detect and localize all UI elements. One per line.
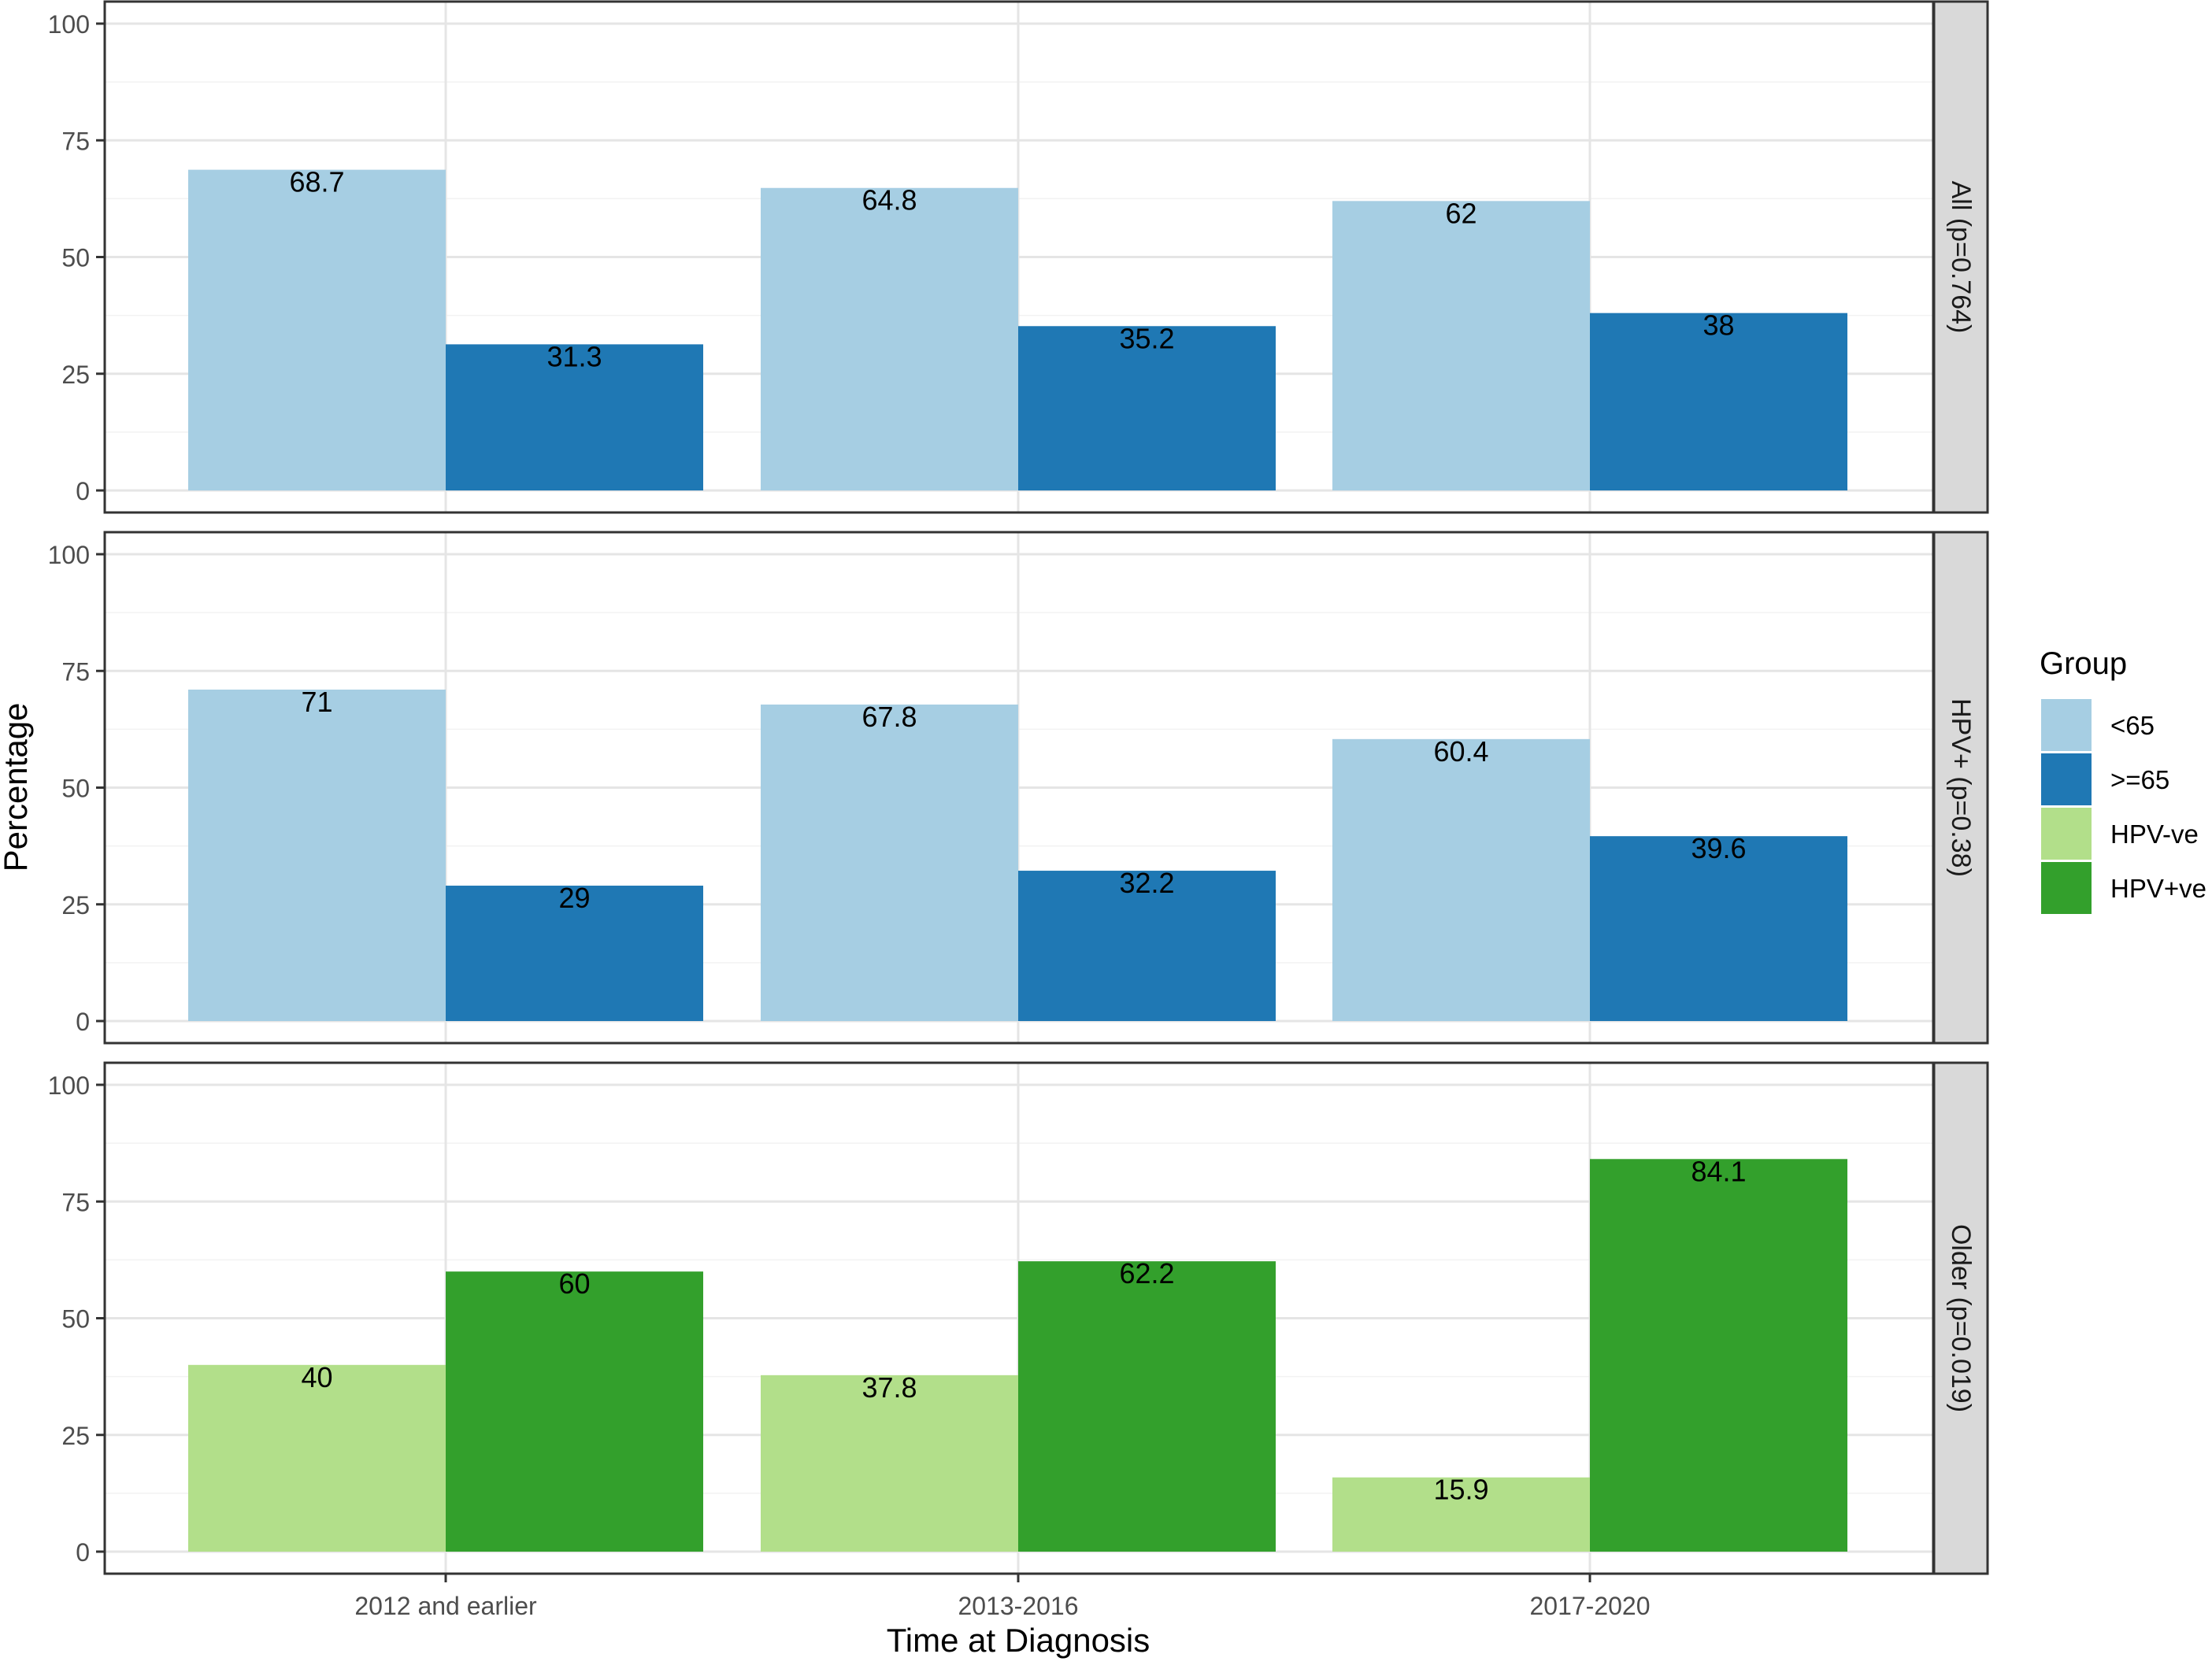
legend-swatch (2041, 862, 2092, 914)
bar--65 (1332, 738, 1590, 1021)
x-tick-label: 2017-2020 (1529, 1592, 1650, 1620)
y-axis-title: Percentage (0, 703, 34, 872)
y-tick-label: 0 (76, 477, 90, 505)
y-tick-label: 100 (48, 10, 90, 39)
bar-value-label: 38 (1703, 309, 1734, 342)
bar-value-label: 64.8 (861, 184, 917, 216)
bar-value-label: 29 (558, 882, 590, 914)
bar-value-label: 62.2 (1119, 1257, 1174, 1289)
bar-value-label: 15.9 (1433, 1474, 1488, 1506)
legend-label: HPV-ve (2110, 820, 2199, 849)
bar-value-label: 60 (558, 1267, 590, 1300)
y-tick-label: 75 (61, 1188, 90, 1216)
bar--65 (761, 704, 1018, 1021)
bar-hpv-ve (761, 1375, 1018, 1552)
bar--65 (1332, 201, 1590, 490)
bar-value-label: 37.8 (861, 1371, 917, 1404)
x-axis-title: Time at Diagnosis (887, 1622, 1150, 1659)
y-tick-label: 0 (76, 1008, 90, 1036)
facet-strip-label: All (p=0.764) (1946, 181, 1976, 334)
legend-label: <65 (2110, 711, 2155, 740)
y-tick-label: 25 (61, 1422, 90, 1450)
bar-value-label: 68.7 (289, 166, 344, 198)
y-tick-label: 50 (61, 1305, 90, 1334)
bar-hpv-ve (188, 1364, 446, 1552)
bar--65 (446, 886, 703, 1021)
y-tick-label: 0 (76, 1538, 90, 1567)
y-tick-label: 25 (61, 361, 90, 389)
bar--65 (1018, 326, 1276, 490)
y-tick-label: 50 (61, 244, 90, 272)
bar-value-label: 67.8 (861, 701, 917, 733)
bar--65 (446, 344, 703, 490)
y-tick-label: 50 (61, 775, 90, 803)
facet-strip (1932, 0, 1989, 514)
facet-strip (1932, 531, 1989, 1045)
facet-strip (1932, 1061, 1989, 1575)
bar--65 (1018, 871, 1276, 1021)
y-tick-label: 25 (61, 891, 90, 919)
bar--65 (761, 187, 1018, 490)
y-tick-label: 75 (61, 127, 90, 155)
bar-value-label: 84.1 (1691, 1155, 1746, 1187)
legend-label: HPV+ve (2110, 874, 2206, 903)
bar-value-label: 39.6 (1691, 832, 1746, 864)
bar-value-label: 60.4 (1433, 735, 1488, 768)
bar-hpv-ve (1018, 1261, 1276, 1552)
bar-value-label: 32.2 (1119, 867, 1174, 899)
y-tick-label: 100 (48, 1071, 90, 1100)
y-tick-label: 100 (48, 541, 90, 569)
bar--65 (1590, 313, 1847, 490)
bar--65 (188, 689, 446, 1021)
x-tick-label: 2012 and earlier (354, 1592, 537, 1620)
bar-hpv-ve (446, 1271, 703, 1552)
legend-swatch (2041, 808, 2092, 860)
legend-swatch (2041, 753, 2092, 805)
legend-title: Group (2040, 646, 2127, 681)
bar-value-label: 62 (1445, 197, 1477, 229)
bar-hpv-ve (1332, 1477, 1590, 1552)
bar-value-label: 35.2 (1119, 322, 1174, 354)
legend-label: >=65 (2110, 765, 2169, 794)
x-tick-label: 2013-2016 (958, 1592, 1078, 1620)
bar--65 (188, 169, 446, 490)
bar-hpv-ve (1590, 1159, 1847, 1552)
legend-swatch (2041, 699, 2092, 751)
y-tick-label: 75 (61, 657, 90, 686)
bar--65 (1590, 836, 1847, 1021)
facet-strip-label: HPV+ (p=0.38) (1946, 698, 1976, 877)
bar-value-label: 40 (301, 1361, 332, 1393)
bar-value-label: 71 (301, 686, 332, 718)
facet-strip-label: Older (p=0.019) (1946, 1224, 1976, 1412)
bar-value-label: 31.3 (547, 340, 602, 372)
